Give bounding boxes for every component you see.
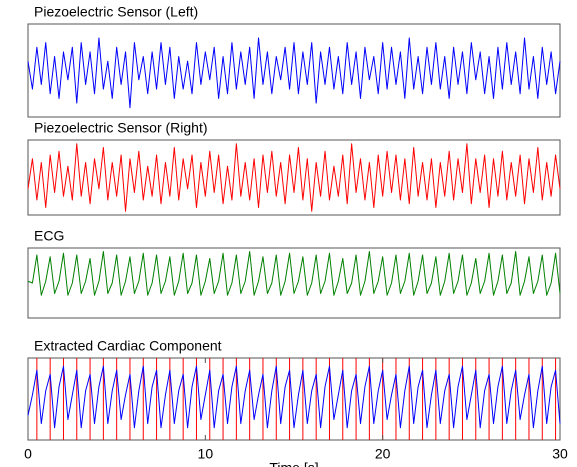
signal-line — [27, 365, 561, 429]
plot-frame — [27, 23, 561, 118]
signal-line — [27, 251, 561, 296]
panel: ECG — [27, 228, 561, 319]
plot-frame — [27, 357, 561, 441]
panel-title: ECG — [34, 228, 64, 244]
signal-line — [27, 37, 561, 109]
signal-line — [27, 143, 561, 212]
x-tick-label: 10 — [198, 446, 214, 462]
x-axis-label: Time [s] — [269, 460, 318, 467]
panel-title: Extracted Cardiac Component — [34, 338, 222, 354]
x-tick-label: 0 — [24, 446, 32, 462]
plot-frame — [27, 139, 561, 216]
x-tick-label: 20 — [375, 446, 391, 462]
panel-title: Piezoelectric Sensor (Right) — [34, 120, 208, 136]
panel-title: Piezoelectric Sensor (Left) — [34, 4, 198, 20]
panel: Piezoelectric Sensor (Right) — [27, 120, 561, 216]
x-tick-label: 30 — [552, 446, 568, 462]
plot-frame — [27, 247, 561, 319]
panel: Piezoelectric Sensor (Left) — [27, 4, 561, 118]
panel: Extracted Cardiac Component 0 10 20 30 Time [… — [24, 338, 568, 467]
